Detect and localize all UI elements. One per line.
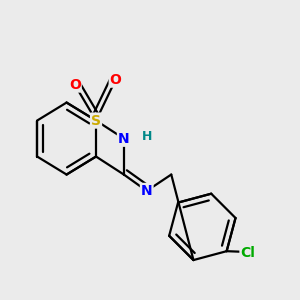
- Text: O: O: [110, 73, 122, 87]
- Text: H: H: [142, 130, 152, 143]
- Text: N: N: [118, 131, 130, 146]
- Text: Cl: Cl: [241, 246, 255, 260]
- Text: N: N: [141, 184, 152, 198]
- Text: S: S: [91, 114, 101, 128]
- Text: N: N: [118, 131, 130, 146]
- Text: O: O: [69, 78, 81, 92]
